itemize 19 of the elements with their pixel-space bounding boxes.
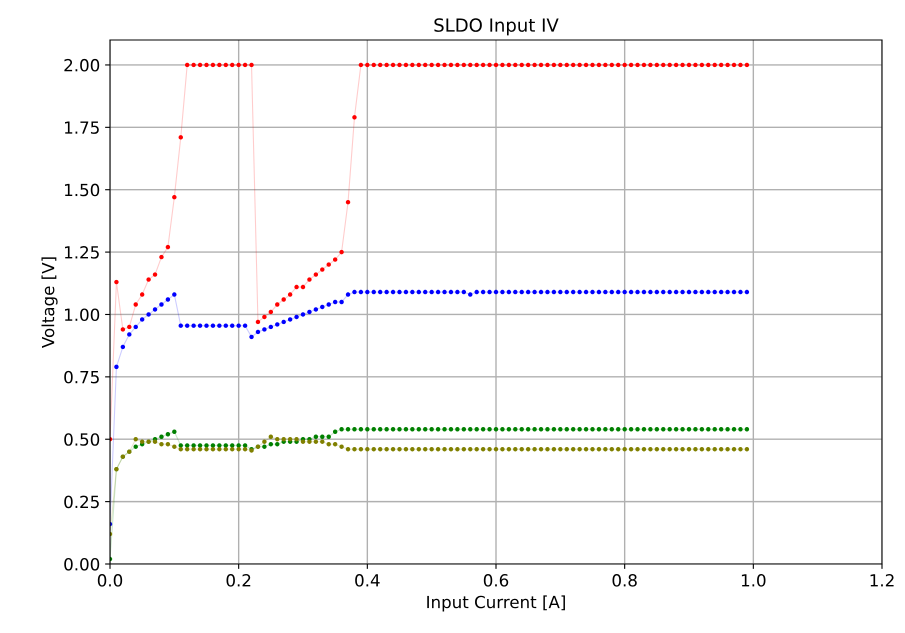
- x-tick-label: 0.6: [484, 574, 508, 587]
- y-tick-label: 2.00: [64, 58, 100, 72]
- y-axis-title: Voltage [V]: [41, 257, 58, 348]
- y-tick-label: 0.25: [64, 496, 99, 508]
- y-tick-label: 0.00: [64, 558, 100, 571]
- y-tick-label: 0.75: [64, 370, 99, 384]
- x-tick-label: 0.4: [355, 574, 380, 587]
- x-tick-label: 1.2: [870, 574, 894, 586]
- x-tick-label: 0.0: [98, 574, 122, 587]
- chart-title: SLDO Input IV: [434, 18, 559, 36]
- y-tick-label: 1.25: [65, 246, 99, 259]
- y-tick-label: 1.75: [65, 122, 99, 134]
- x-axis-title: Input Current [A]: [427, 595, 565, 612]
- x-tick-label: 0.8: [612, 574, 637, 587]
- x-tick-label: 0.2: [226, 574, 250, 587]
- y-tick-label: 1.50: [65, 184, 100, 196]
- y-tick-label: 1.00: [65, 308, 100, 322]
- y-tick-label: 0.50: [64, 433, 100, 446]
- x-tick-label: 1.0: [742, 574, 766, 587]
